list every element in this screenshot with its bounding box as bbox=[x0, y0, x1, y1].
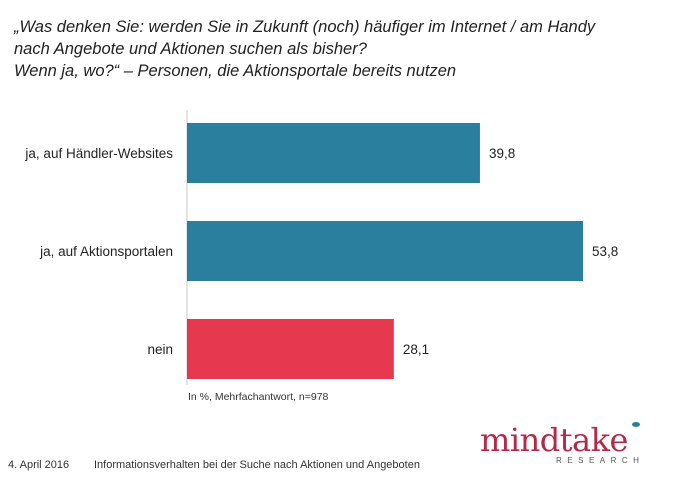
category-label-3: nein bbox=[147, 342, 173, 357]
bar-2 bbox=[187, 221, 583, 281]
title-line-3: Wenn ja, wo?“ – Personen, die Aktionspor… bbox=[14, 62, 457, 80]
logo-wordmark: mindtake bbox=[480, 421, 628, 459]
footer-date: 4. April 2016 bbox=[8, 459, 70, 471]
bar-3 bbox=[187, 319, 394, 379]
chart-title: „Was denken Sie: werden Sie in Zukunft (… bbox=[14, 16, 654, 82]
footer-description: Informationsverhalten bei der Suche nach… bbox=[94, 459, 420, 471]
mindtake-logo: mindtake RESEARCH bbox=[480, 422, 650, 472]
title-line-1: „Was denken Sie: werden Sie in Zukunft (… bbox=[14, 18, 596, 36]
bars-group: ja, auf Händler-Websites 39,8 ja, auf Akti… bbox=[24, 123, 618, 379]
category-label-1: ja, auf Händler-Websites bbox=[24, 146, 173, 161]
value-label-1: 39,8 bbox=[489, 146, 515, 161]
value-label-2: 53,8 bbox=[592, 244, 618, 259]
bar-1 bbox=[187, 123, 480, 183]
value-label-3: 28,1 bbox=[403, 342, 429, 357]
chart-note: In %, Mehrfachantwort, n=978 bbox=[188, 391, 329, 403]
logo-subtitle: RESEARCH bbox=[556, 456, 645, 465]
logo-accent-dot bbox=[632, 422, 640, 427]
title-line-2: nach Angebote und Aktionen suchen als bi… bbox=[14, 40, 367, 58]
category-label-2: ja, auf Aktionsportalen bbox=[39, 244, 173, 259]
